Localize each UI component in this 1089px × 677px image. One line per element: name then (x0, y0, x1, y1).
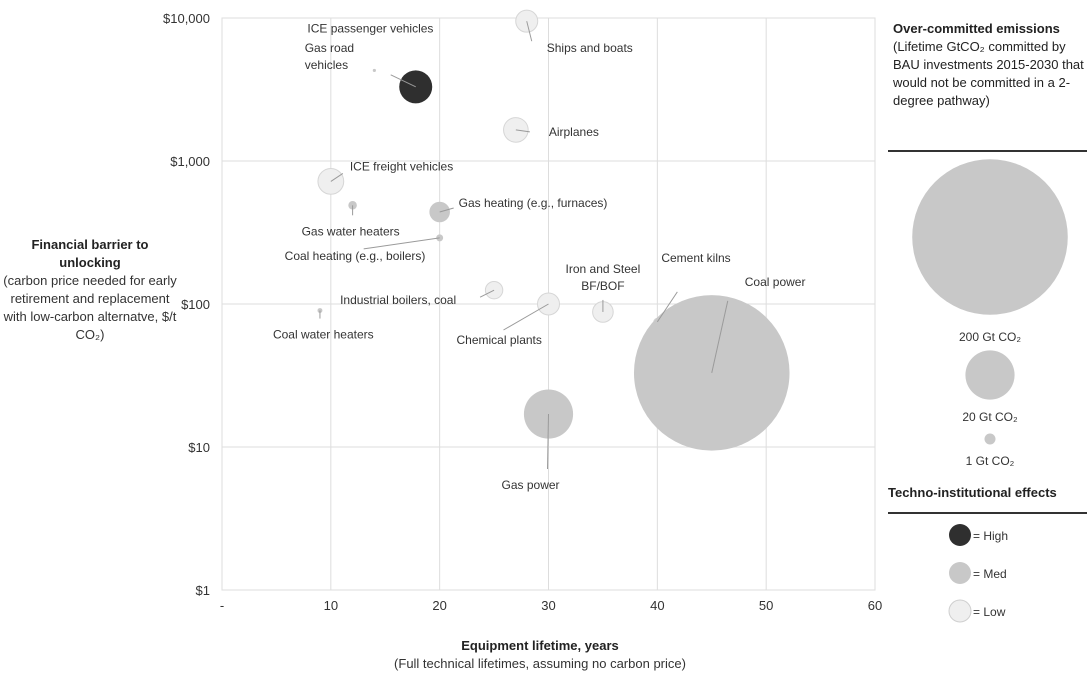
leader-line (526, 21, 533, 42)
point-label: Coal water heaters (273, 328, 374, 342)
x-tick-label: - (220, 598, 224, 613)
y-tick-label: $100 (181, 297, 210, 312)
point-label: Coal power (745, 275, 806, 289)
point-label: Coal heating (e.g., boilers) (285, 249, 426, 263)
point-label: Chemical plants (457, 333, 542, 347)
effect-legend-swatch (949, 562, 971, 584)
y-axis-label: Financial barrier to unlocking (carbon p… (0, 236, 180, 344)
x-tick-label: 20 (432, 598, 446, 613)
point-label: Ships and boats (547, 41, 633, 55)
point-label: Gas heating (e.g., furnaces) (459, 196, 608, 210)
y-tick-labels: $1 $10 $100 $1,000 $10,000 (163, 11, 210, 598)
x-tick-labels: - 10 20 30 40 50 60 (220, 598, 882, 613)
leader-line (363, 237, 440, 250)
effect-legend-swatch (949, 524, 971, 546)
effects-legend-title: Techno-institutional effects (888, 485, 1057, 500)
effect-legend-label: = Med (973, 567, 1007, 581)
grid (221, 17, 876, 591)
leader-line (711, 300, 729, 373)
leader-line (656, 291, 678, 323)
leader-line (547, 414, 549, 470)
bubble (372, 68, 376, 73)
y-tick-label: $1 (196, 583, 210, 598)
size-legend-heading: Over-committed emissions (893, 21, 1060, 36)
size-legend-bubble (965, 350, 1015, 400)
x-tick-label: 50 (759, 598, 773, 613)
size-legend-title: Over-committed emissions (Lifetime GtCO₂… (893, 20, 1087, 110)
leader-line (503, 303, 549, 331)
point-label: Gas power (502, 478, 560, 492)
size-legend-bubble (984, 433, 996, 445)
y-axis-subtitle: (carbon price needed for early retiremen… (3, 273, 177, 342)
size-legend-label: 1 Gt CO₂ (966, 454, 1015, 468)
size-legend-subheading: (Lifetime GtCO₂ committed by BAU investm… (893, 39, 1084, 108)
point-label: Cement kilns (661, 251, 730, 265)
x-tick-label: 60 (868, 598, 882, 613)
size-legend-label: 20 Gt CO₂ (962, 410, 1018, 424)
effect-legend-label: = Low (973, 605, 1006, 619)
x-axis-label: Equipment lifetime, years (Full technica… (200, 637, 880, 673)
size-legend-bubble (912, 159, 1068, 315)
size-legend-label: 200 Gt CO₂ (959, 330, 1021, 344)
y-axis-title: Financial barrier to unlocking (31, 237, 149, 270)
point-label: ICE freight vehicles (350, 159, 453, 173)
leader-lines (319, 21, 729, 470)
leader-line (515, 129, 530, 133)
point-label: Industrial boilers, coal (340, 293, 456, 307)
x-axis-subtitle: (Full technical lifetimes, assuming no c… (394, 656, 686, 671)
x-tick-label: 30 (541, 598, 555, 613)
bubble (633, 295, 790, 451)
x-tick-label: 40 (650, 598, 664, 613)
leader-line (390, 74, 416, 88)
legend: 200 Gt CO₂ 20 Gt CO₂ 1 Gt CO₂ = High = Med = … (888, 150, 1087, 623)
y-tick-label: $1,000 (170, 154, 210, 169)
point-label: ICE passenger vehicles (307, 21, 433, 35)
leader-line (439, 207, 454, 213)
point-label: Gas road vehicles (305, 41, 354, 72)
y-tick-label: $10,000 (163, 11, 210, 26)
x-axis-title: Equipment lifetime, years (461, 638, 619, 653)
effect-legend-label: = High (973, 529, 1008, 543)
x-tick-label: 10 (324, 598, 338, 613)
effect-legend-swatch (948, 599, 972, 623)
point-labels: Ships and boats ICE passenger vehicles Gas… (273, 21, 806, 492)
y-tick-label: $10 (188, 440, 210, 455)
leader-line (330, 172, 344, 182)
point-label: Gas water heaters (302, 224, 400, 238)
leader-line (479, 289, 495, 298)
point-label: Airplanes (549, 125, 599, 139)
point-label: Iron and Steel BF/BOF (566, 262, 641, 293)
